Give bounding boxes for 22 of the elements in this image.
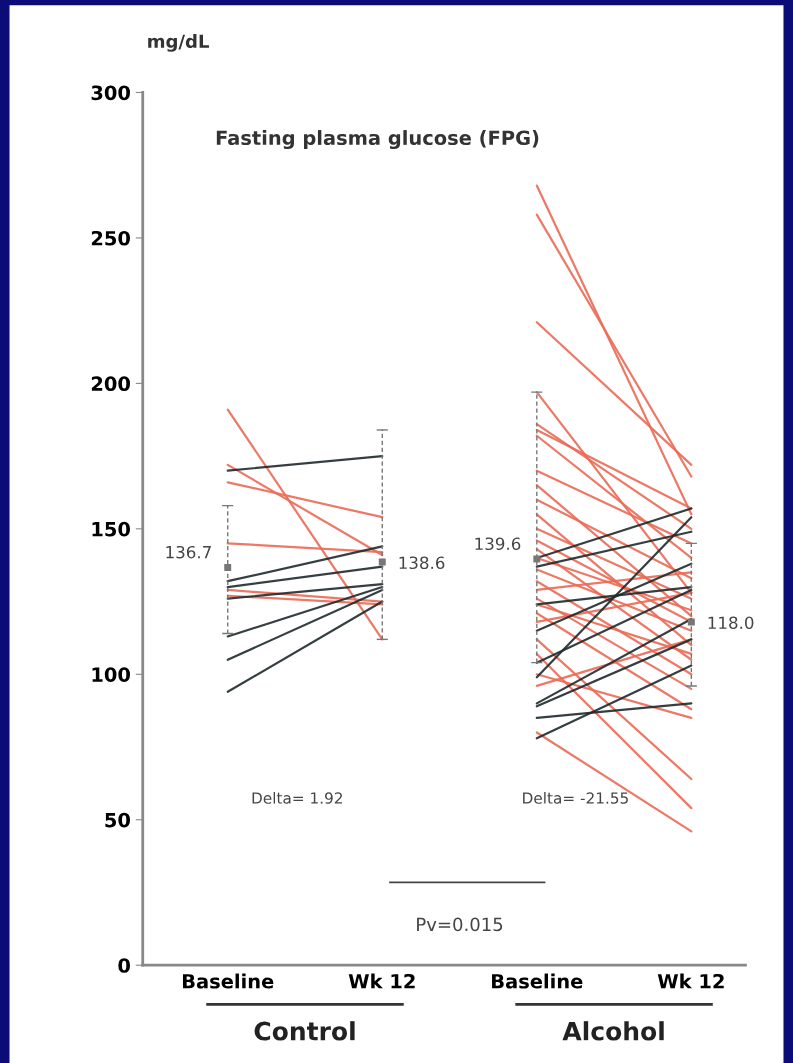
x-tick-label: Wk 12	[657, 973, 724, 989]
annotation: Delta= 1.92	[252, 791, 342, 804]
x-tick-label: Baseline	[182, 973, 274, 989]
annotation: Pv=0.015	[417, 917, 503, 932]
y-tick-label: 300	[91, 85, 131, 101]
y-tick-label: 0	[118, 958, 130, 973]
y-axis-title: mg/dL	[148, 34, 209, 52]
y-tick-label: 100	[92, 667, 131, 682]
x-tick-label: Wk 12	[348, 973, 415, 989]
text: Control	[254, 1021, 355, 1041]
y-tick-label: 50	[105, 812, 131, 828]
annotation: Delta= -21.55	[523, 791, 628, 804]
x-tick-label: Baseline	[492, 973, 583, 989]
data-label: 138.6	[399, 556, 445, 570]
data-label: 136.7	[166, 545, 211, 559]
text: Fasting plasma glucose (FPG)	[216, 130, 539, 150]
y-tick-label: 150	[92, 521, 131, 537]
text: Alcohol	[562, 1021, 664, 1041]
y-tick-label: 200	[91, 376, 131, 392]
data-label: 118.0	[708, 616, 754, 630]
data-label: 139.6	[475, 537, 521, 551]
y-tick-label: 250	[91, 230, 131, 246]
